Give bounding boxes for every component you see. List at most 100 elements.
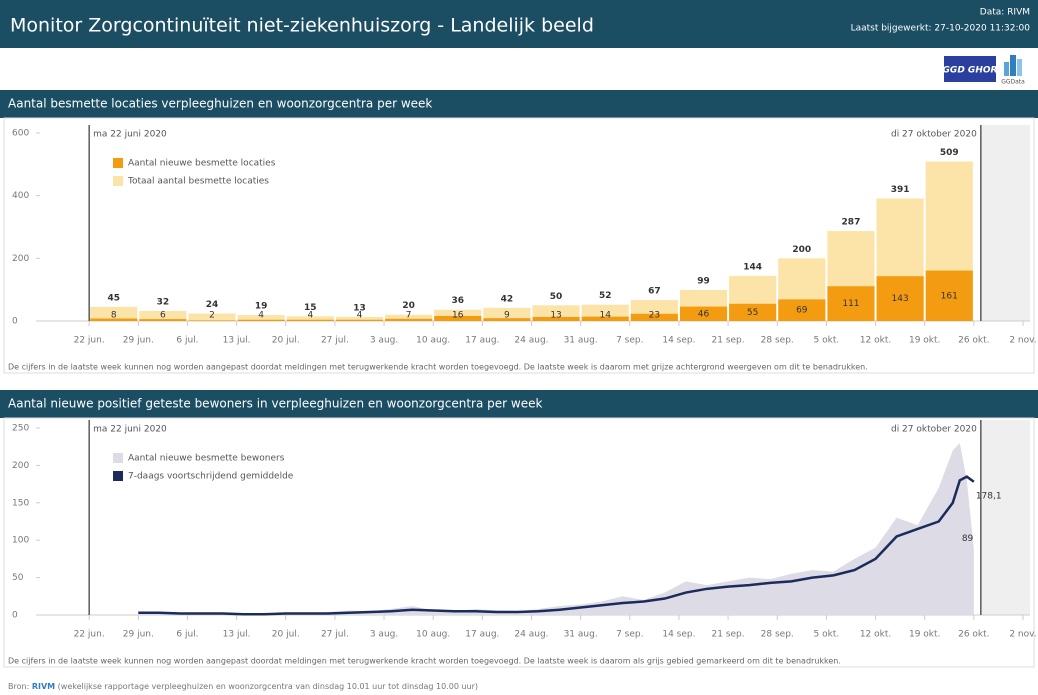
data-label: 19 xyxy=(255,302,268,312)
logo-bar xyxy=(1010,55,1016,76)
data-label: 8 xyxy=(111,311,117,321)
bar xyxy=(483,307,531,321)
bar xyxy=(237,315,285,321)
x-tick-label: 2 nov. xyxy=(1009,630,1036,640)
source: Bron: RIVM (wekelijkse rapportage verple… xyxy=(8,682,478,691)
x-tick-label: 27 jul. xyxy=(321,630,349,640)
bar xyxy=(532,316,580,321)
marker-label: di 27 oktober 2020 xyxy=(891,425,977,435)
panel xyxy=(3,417,1035,668)
marker-label: di 27 oktober 2020 xyxy=(891,130,977,140)
section-title: Aantal besmette locaties verpleeghuizen … xyxy=(8,97,432,111)
bar xyxy=(385,314,433,321)
bar xyxy=(581,316,629,321)
data-label: 50 xyxy=(550,292,563,302)
x-tick-label: 5 okt. xyxy=(814,336,840,346)
bar xyxy=(925,270,973,321)
logo-bar xyxy=(1004,62,1009,76)
data-label: 14 xyxy=(599,311,611,321)
bar xyxy=(434,309,482,321)
legend-label: Totaal aantal besmette locaties xyxy=(127,177,269,187)
data-label: 144 xyxy=(743,262,762,272)
data-label: 42 xyxy=(501,294,514,304)
bar xyxy=(385,318,433,321)
x-tick-label: 3 aug. xyxy=(370,630,398,640)
data-label: 4 xyxy=(307,311,313,321)
y-tick-label: 150 xyxy=(12,498,29,508)
x-tick-label: 21 sep. xyxy=(712,336,745,346)
data-label: 15 xyxy=(304,303,317,313)
bar xyxy=(286,319,334,321)
section-bar xyxy=(0,390,1038,418)
legend-label: Aantal nieuwe besmette bewoners xyxy=(128,454,285,464)
bar xyxy=(876,276,924,321)
y-tick-label: 250 xyxy=(12,424,29,434)
source-text: (wekelijkse rapportage verpleeghuizen en… xyxy=(58,682,478,691)
x-tick-label: 17 aug. xyxy=(465,630,499,640)
data-label: 143 xyxy=(892,294,909,304)
data-label: 509 xyxy=(940,148,959,158)
footnote: De cijfers in de laatste week kunnen nog… xyxy=(8,657,841,666)
bar xyxy=(434,315,482,321)
data-label: 36 xyxy=(452,296,465,306)
legend-swatch xyxy=(113,158,123,168)
x-tick-label: 26 okt. xyxy=(958,630,989,640)
source-org: RIVM xyxy=(32,682,55,691)
x-tick-label: 26 okt. xyxy=(958,336,989,346)
area xyxy=(138,442,974,615)
bar xyxy=(90,306,138,321)
y-tick-label: 600 xyxy=(12,129,29,139)
x-tick-label: 19 okt. xyxy=(909,336,940,346)
x-tick-label: 22 jun. xyxy=(74,336,105,346)
data-label: 2 xyxy=(209,311,215,321)
x-tick-label: 5 okt. xyxy=(814,630,840,640)
logo-ggd-text: GGD GHOR xyxy=(943,66,998,76)
y-tick-label: 100 xyxy=(12,536,29,546)
bar xyxy=(286,316,334,321)
bar xyxy=(630,313,678,321)
data-label: 23 xyxy=(649,311,660,321)
data-source: Data: RIVM xyxy=(980,8,1030,18)
logo-ggdata-text: GGData xyxy=(1001,79,1025,86)
x-tick-label: 12 okt. xyxy=(860,630,891,640)
data-label: 45 xyxy=(107,293,120,303)
legend-swatch xyxy=(113,453,123,463)
x-tick-label: 13 jul. xyxy=(223,336,251,346)
section-bar xyxy=(0,90,1038,118)
updated: Laatst bijgewerkt: 27-10-2020 11:32:00 xyxy=(851,24,1031,34)
x-tick-label: 19 okt. xyxy=(909,630,940,640)
data-label: 4 xyxy=(357,311,363,321)
x-tick-label: 7 sep. xyxy=(616,336,643,346)
legend-swatch xyxy=(113,176,123,186)
bar xyxy=(188,320,236,321)
last-week-shade xyxy=(980,125,1030,321)
x-tick-label: 10 aug. xyxy=(416,630,450,640)
logo-bar xyxy=(1017,59,1022,76)
legend-label: 7-daags voortschrijdend gemiddelde xyxy=(128,472,294,482)
x-tick-label: 28 sep. xyxy=(761,336,794,346)
footnote: De cijfers in de laatste week kunnen nog… xyxy=(8,363,868,372)
data-label: 89 xyxy=(962,534,974,544)
x-tick-label: 14 sep. xyxy=(662,336,695,346)
line xyxy=(138,475,975,616)
x-tick-label: 7 sep. xyxy=(616,630,643,640)
data-label: 6 xyxy=(160,311,166,321)
x-tick-label: 20 jul. xyxy=(272,336,300,346)
bar xyxy=(188,313,236,321)
data-label: 391 xyxy=(891,185,910,195)
data-label: 200 xyxy=(792,245,811,255)
x-tick-label: 12 okt. xyxy=(860,336,891,346)
bar xyxy=(139,310,187,321)
bar xyxy=(335,319,384,321)
bar xyxy=(139,319,187,321)
x-tick-label: 31 aug. xyxy=(564,336,598,346)
x-tick-label: 21 sep. xyxy=(712,630,745,640)
data-label: 287 xyxy=(842,218,861,228)
x-tick-label: 22 jun. xyxy=(74,630,105,640)
bar xyxy=(778,299,826,321)
page-title: Monitor Zorgcontinuïteit niet-ziekenhuis… xyxy=(10,15,594,37)
x-tick-label: 24 aug. xyxy=(514,630,548,640)
x-tick-label: 31 aug. xyxy=(564,630,598,640)
data-label: 4 xyxy=(258,311,264,321)
